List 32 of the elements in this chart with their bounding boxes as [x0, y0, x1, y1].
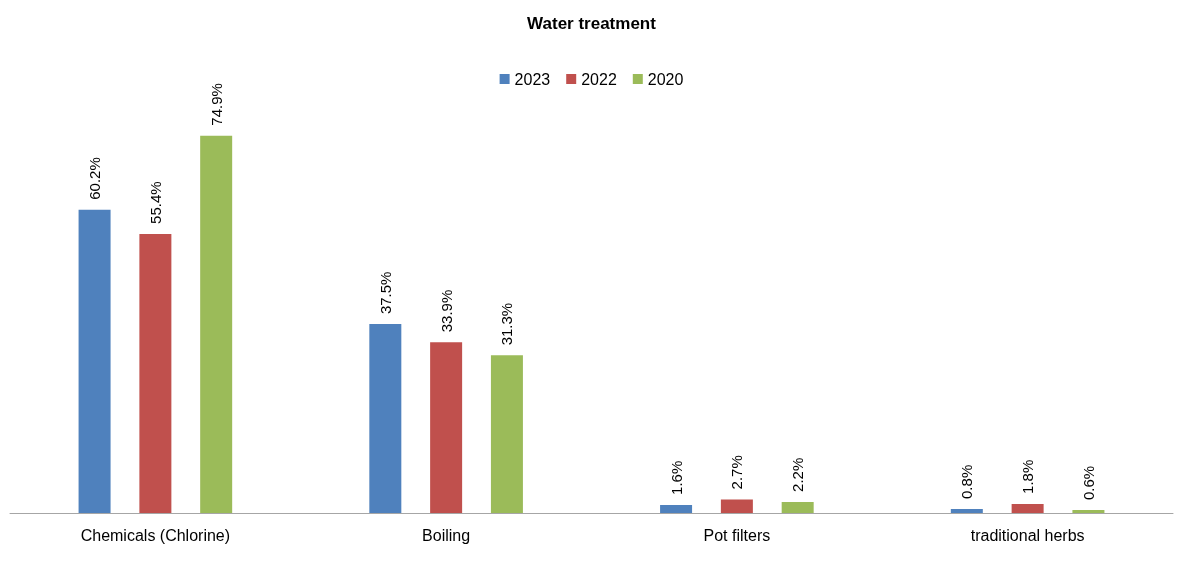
legend-label: 2022: [581, 70, 617, 88]
data-label: 55.4%: [146, 181, 164, 224]
bar: [430, 342, 463, 513]
bar: [78, 209, 111, 513]
data-label: 31.3%: [498, 302, 516, 346]
bar: [200, 135, 233, 513]
bar: [139, 233, 172, 513]
legend-label: 2020: [647, 70, 684, 88]
bar: [720, 499, 753, 513]
data-label: 60.2%: [86, 157, 104, 200]
legend-label: 2023: [514, 70, 551, 88]
chart-title: Water treatment: [527, 14, 657, 33]
data-label: 33.9%: [437, 289, 455, 333]
x-tick-label: Pot filters: [703, 526, 771, 544]
bar: [490, 355, 523, 513]
data-label: 37.5%: [376, 271, 394, 315]
bar: [369, 324, 402, 513]
bar: [1011, 503, 1044, 513]
data-label: 0.8%: [958, 464, 976, 499]
bar: [1072, 509, 1105, 513]
data-label: 2.7%: [728, 455, 746, 490]
data-label: 2.2%: [789, 457, 807, 492]
x-tick-label: Boiling: [422, 526, 471, 544]
bar: [950, 508, 983, 513]
x-tick-label: traditional herbs: [970, 526, 1085, 544]
data-label: 1.6%: [667, 460, 685, 495]
bar: [660, 504, 693, 513]
data-label: 1.8%: [1019, 459, 1037, 494]
bar: [781, 501, 814, 513]
data-label: 0.6%: [1079, 465, 1097, 500]
data-label: 74.9%: [207, 83, 225, 126]
x-tick-label: Chemicals (Chlorine): [80, 526, 231, 544]
